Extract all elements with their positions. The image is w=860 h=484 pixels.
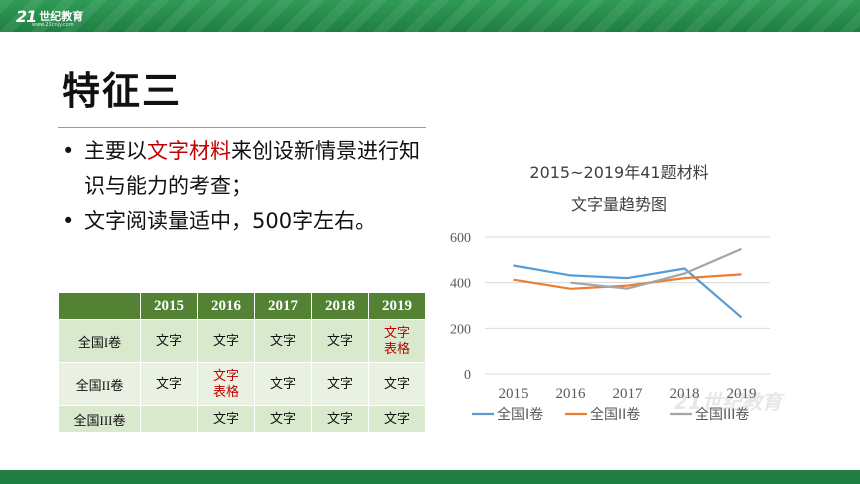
table-cell: 文字 [311,405,369,433]
logo-url: www.21cnjy.com [32,22,74,28]
x-tick-label: 2017 [613,386,644,402]
table-header-row: 2015 2016 2017 2018 2019 [58,292,426,320]
series-line [513,273,742,290]
line-chart: 0 200 400 600 2015 2016 2017 2018 2019 全国I卷 全国II卷 全… [450,231,770,423]
series-line [513,264,743,319]
bullet-text-pre: 主要以 [84,139,147,163]
header-bar: 21 世纪教育 www.21cnjy.com [0,0,860,32]
legend-label: 全国II卷 [590,406,640,423]
brand-logo[interactable]: 21 世纪教育 [16,3,83,29]
slide-title: 特征三 [62,69,183,113]
y-tick-label: 0 [464,368,471,383]
table-cell: 文字 [254,362,312,406]
legend-label: 全国I卷 [497,406,543,423]
table-cell: 文字 [140,362,198,406]
bullet-dot-icon: • [62,209,75,233]
table-cell: 文字 [140,319,198,363]
x-tick-label: 2018 [670,386,700,402]
row-label: 全国III卷 [58,405,141,433]
logo-mark: 21 [16,6,37,26]
x-tick-label: 2019 [727,386,757,402]
table-header-cell: 2018 [311,292,369,320]
table-row: 全国II卷 文字 文字 表格 文字 文字 文字 [58,362,426,406]
bullet-text-post: 来创设新情景进行知识与能力的考查； [84,139,420,198]
footer-bar [0,470,860,484]
bullet-item: • 文字阅读量适中，500字左右。 [62,204,422,239]
table-cell: 文字 [254,405,312,433]
logo-text: 世纪教育 [39,10,84,23]
y-tick-label: 200 [450,322,471,337]
table-cell: 文字 表格 [197,362,255,406]
table-header-cell: 2015 [140,292,198,320]
table-cell: 文字 表格 [368,319,426,363]
header-pattern [0,0,860,32]
table-row: 全国I卷 文字 文字 文字 文字 文字 表格 [58,319,426,363]
table-row: 全国III卷 文字 文字 文字 文字 [58,405,426,433]
y-tick-label: 600 [450,231,471,246]
table-cell: 文字 [368,362,426,406]
table-cell: 文字 [254,319,312,363]
title-divider [58,127,426,128]
table-cell [140,405,198,433]
table-cell: 文字 [368,405,426,433]
legend-label: 全国III卷 [695,406,749,423]
chart-title: 2015~2019年41题材料 文字量趋势图 [488,157,750,221]
bullet-text: 文字阅读量适中，500字左右。 [84,209,377,233]
y-tick-label: 400 [450,277,471,292]
table-header-cell: 2016 [197,292,255,320]
table-header-cell: 2019 [368,292,426,320]
exam-material-table: 2015 2016 2017 2018 2019 全国I卷 文字 文字 文字 文… [58,292,426,433]
bullet-highlight: 文字材料 [147,139,231,163]
table-cell: 文字 [311,319,369,363]
x-tick-label: 2016 [556,386,587,402]
table-cell: 文字 [197,405,255,433]
bullet-list: • 主要以文字材料来创设新情景进行知识与能力的考查； • 文字阅读量适中，500字左… [62,134,422,239]
table-header-cell [58,292,141,320]
row-label: 全国I卷 [58,319,141,363]
series-line [570,247,742,290]
table-cell: 文字 [311,362,369,406]
bullet-dot-icon: • [62,139,75,163]
chart-title-line: 2015~2019年41题材料 [529,163,709,182]
watermark-logo: 21世纪教育 [674,390,782,414]
row-label: 全国II卷 [58,362,141,406]
chart-title-line: 文字量趋势图 [570,195,667,214]
table-cell: 文字 [197,319,255,363]
table-header-cell: 2017 [254,292,312,320]
bullet-item: • 主要以文字材料来创设新情景进行知识与能力的考查； [62,134,422,204]
x-tick-label: 2015 [499,386,529,402]
